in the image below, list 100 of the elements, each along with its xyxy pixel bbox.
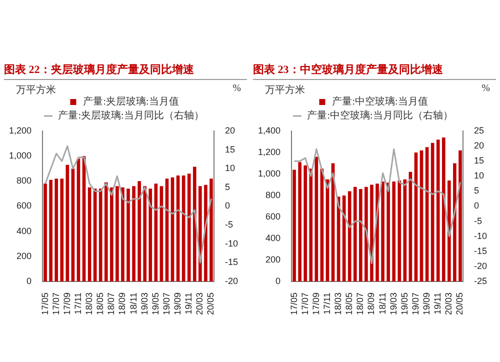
y2-tick-label: 25 [474, 125, 484, 136]
x-tick-label: 17/11 [72, 292, 83, 314]
bar [348, 191, 352, 282]
y-tick-label: 800 [265, 190, 281, 200]
bar [359, 189, 362, 282]
bar [204, 184, 208, 282]
bar [304, 165, 308, 282]
x-tick-label: 19/11 [184, 292, 194, 314]
x-tick-label: 20/03 [444, 292, 454, 316]
y-tick-label: 800 [16, 176, 32, 186]
chart-title: 图表 22：夹层玻璃月度产量及同比增速 [4, 62, 247, 80]
x-tick-label: 19/09 [422, 292, 432, 316]
x-tick-label: 19/09 [172, 292, 183, 316]
y2-tick-label: 10 [224, 163, 236, 174]
y2-tick-label: -25 [474, 276, 488, 286]
y2-tick-label: -10 [224, 238, 238, 248]
bar [138, 181, 141, 282]
y2-tick-label: 0 [224, 200, 230, 211]
x-tick-label: 19/03 [388, 292, 398, 316]
x-tick-label: 19/03 [139, 292, 150, 316]
bar [104, 182, 108, 282]
bar [448, 180, 451, 282]
bar [60, 178, 64, 282]
bar [132, 186, 136, 282]
bar [458, 150, 462, 282]
y-tick-label: 200 [265, 254, 281, 264]
y2-tick-label: 15 [224, 144, 236, 154]
x-tick-label: 20/05 [454, 292, 465, 316]
y-tick-label: 1,200 [258, 146, 281, 157]
bar [314, 156, 318, 282]
y2-tick-label: 0 [474, 200, 480, 211]
bar [148, 188, 152, 282]
y-tick-label: 200 [16, 250, 32, 261]
x-tick-label: 20/03 [194, 292, 205, 316]
x-tick-label: 18/09 [366, 292, 376, 316]
y-tick-label: 400 [16, 226, 32, 236]
y2-tick-label: -5 [224, 220, 234, 230]
bar [364, 186, 368, 282]
x-tick-label: 18/11 [128, 292, 138, 314]
bar [76, 158, 80, 282]
bar [110, 187, 114, 282]
x-tick-label: 17/07 [50, 292, 61, 316]
bar [44, 184, 47, 282]
y-tick-label: 0 [276, 276, 281, 286]
y-tick-label: 1,000 [258, 168, 281, 178]
y2-tick-label: 5 [474, 186, 480, 196]
x-tick-label: 18/03 [333, 292, 344, 316]
x-tick-label: 18/09 [117, 292, 128, 316]
bar [66, 164, 70, 282]
bar [386, 182, 390, 282]
y-tick-label: 1,000 [8, 150, 32, 161]
y-tick-label: 600 [16, 200, 32, 211]
bar [453, 163, 456, 282]
x-tick-label: 17/05 [40, 292, 50, 316]
x-tick-label: 19/11 [432, 292, 443, 314]
y2-tick-label: -15 [224, 257, 238, 268]
y2-tick-label: 20 [224, 125, 236, 136]
y2-tick-label: 10 [474, 170, 484, 181]
y2-axis-title: % [232, 83, 241, 95]
x-tick-label: 18/03 [84, 292, 94, 316]
y-tick-label: 600 [265, 211, 281, 222]
x-tick-label: 18/07 [106, 292, 116, 316]
y2-tick-label: -15 [474, 246, 488, 256]
legend-label: 产量:中空玻璃:当月同比（右轴） [307, 110, 453, 122]
x-tick-label: 18/05 [95, 292, 106, 316]
x-tick-label: 18/05 [344, 292, 354, 316]
bar [187, 174, 191, 282]
x-tick-label: 18/11 [377, 292, 388, 314]
bar [116, 186, 119, 282]
bar [98, 188, 102, 282]
bar [54, 178, 58, 282]
x-tick-label: 19/07 [161, 292, 172, 316]
bar [143, 186, 147, 282]
chart-title: 图表 23：中空玻璃月度产量及同比增速 [253, 62, 496, 80]
x-tick-label: 17/11 [322, 292, 332, 314]
y-tick-label: 400 [265, 232, 281, 243]
bar [381, 182, 384, 282]
y-axis-title: 万平方米 [265, 84, 305, 96]
x-tick-label: 17/09 [62, 292, 72, 316]
x-tick-label: 17/09 [310, 292, 321, 316]
bar [88, 187, 92, 282]
y-tick-label: 1,200 [8, 125, 32, 136]
y2-tick-label: -5 [474, 216, 482, 226]
y2-tick-label: 15 [474, 156, 484, 166]
bar [121, 187, 124, 282]
y2-tick-label: -10 [474, 230, 488, 241]
bar [298, 162, 302, 282]
x-tick-label: 17/07 [300, 292, 310, 316]
y-axis-title: 万平方米 [16, 84, 56, 96]
y2-tick-label: 5 [224, 182, 230, 192]
bar [49, 180, 52, 282]
bar [309, 168, 313, 282]
legend-label: 产量:中空玻璃:当月值 [332, 96, 428, 108]
x-tick-label: 20/05 [206, 292, 216, 316]
bar [442, 137, 446, 282]
bar [436, 140, 440, 282]
y2-axis-title: % [482, 83, 490, 95]
legend-label: 产量:夹层玻璃:当月值 [83, 96, 179, 108]
x-tick-label: 19/05 [150, 292, 160, 316]
bar [398, 180, 402, 282]
